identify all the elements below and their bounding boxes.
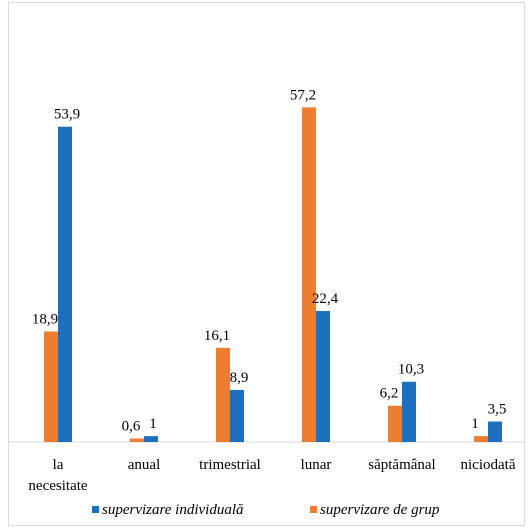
category-label-trimestrial: trimestrial (199, 457, 261, 473)
chart-frame (8, 2, 525, 526)
data-label-supervizare-de-grup-lunar: 57,2 (290, 87, 316, 103)
data-label-supervizare-de-grup-trimestrial: 16,1 (204, 328, 230, 344)
data-label-supervizare-individuala-lunar: 22,4 (312, 291, 339, 307)
bar-supervizare-de-grup-saptamanal (388, 405, 402, 442)
data-label-supervizare-de-grup-niciodata: 1 (471, 416, 479, 432)
bar-supervizare-individuala-trimestrial (230, 389, 244, 442)
legend: supervizare individuală supervizare de gr… (92, 502, 440, 518)
data-labels-group: 18,9 53,9 0,6 1 16,1 8,9 57,2 22,4 6,2 10,3 1 3,5 (32, 87, 507, 434)
bar-supervizare-individuala-saptamanal (402, 381, 416, 442)
legend-swatch-supervizare-de-grup (310, 506, 317, 513)
bar-supervizare-de-grup-trimestrial (216, 347, 230, 442)
category-label-anual: anual (128, 457, 160, 473)
legend-label-supervizare-de-grup: supervizare de grup (320, 502, 440, 518)
bar-supervizare-de-grup-la-necesitate (44, 331, 58, 442)
data-label-supervizare-de-grup-anual: 0,6 (122, 418, 141, 434)
category-label-niciodata: niciodată (461, 457, 516, 473)
data-label-supervizare-individuala-niciodata: 3,5 (488, 402, 507, 418)
category-label-la-necesitate: la necesitate (28, 457, 87, 494)
data-label-supervizare-de-grup-la-necesitate: 18,9 (32, 311, 58, 327)
category-label-saptamanal: săptămânal (368, 457, 435, 473)
bar-supervizare-individuala-lunar (316, 310, 330, 442)
bar-supervizare-de-grup-anual (130, 438, 144, 442)
legend-label-supervizare-individuala: supervizare individuală (102, 502, 244, 518)
data-label-supervizare-individuala-trimestrial: 8,9 (230, 370, 249, 386)
data-label-supervizare-de-grup-saptamanal: 6,2 (380, 386, 399, 402)
data-label-supervizare-individuala-la-necesitate: 53,9 (54, 107, 80, 123)
bar-supervizare-individuala-la-necesitate (58, 126, 72, 442)
bar-supervizare-de-grup-lunar (302, 107, 316, 442)
data-label-supervizare-individuala-anual: 1 (149, 416, 157, 432)
bar-supervizare-individuala-niciodata (488, 421, 502, 442)
bar-supervizare-de-grup-niciodata (474, 436, 488, 442)
bar-supervizare-individuala-anual (144, 436, 158, 442)
category-label-lunar: lunar (301, 457, 332, 473)
bars-group (44, 107, 502, 442)
legend-swatch-supervizare-individuala (92, 506, 99, 513)
category-labels-group: la necesitate anual trimestrial lunar săptămâ… (28, 457, 515, 494)
data-label-supervizare-individuala-saptamanal: 10,3 (398, 362, 424, 378)
